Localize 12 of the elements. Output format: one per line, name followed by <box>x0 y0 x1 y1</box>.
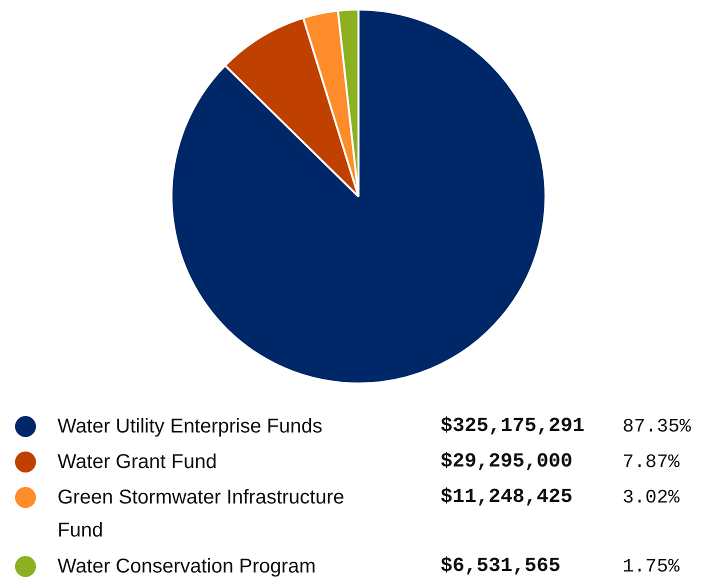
legend-label: Water Conservation Program <box>58 556 316 578</box>
legend-label: Water Grant Fund <box>58 451 217 473</box>
text: 87.35% <box>622 416 691 438</box>
data-label: $6,531,565 <box>440 555 561 578</box>
data-label: $11,248,425 <box>440 486 573 509</box>
text: 7.87% <box>622 451 680 473</box>
legend-label: Green Stormwater Infrastructure Fund <box>58 486 344 542</box>
text: 1.75% <box>622 556 680 578</box>
legend-label: Water Utility Enterprise Funds <box>58 416 322 438</box>
data-label: $29,295,000 <box>440 450 573 474</box>
data-label: $325,175,291 <box>440 415 585 438</box>
text: 3.02% <box>622 486 680 508</box>
